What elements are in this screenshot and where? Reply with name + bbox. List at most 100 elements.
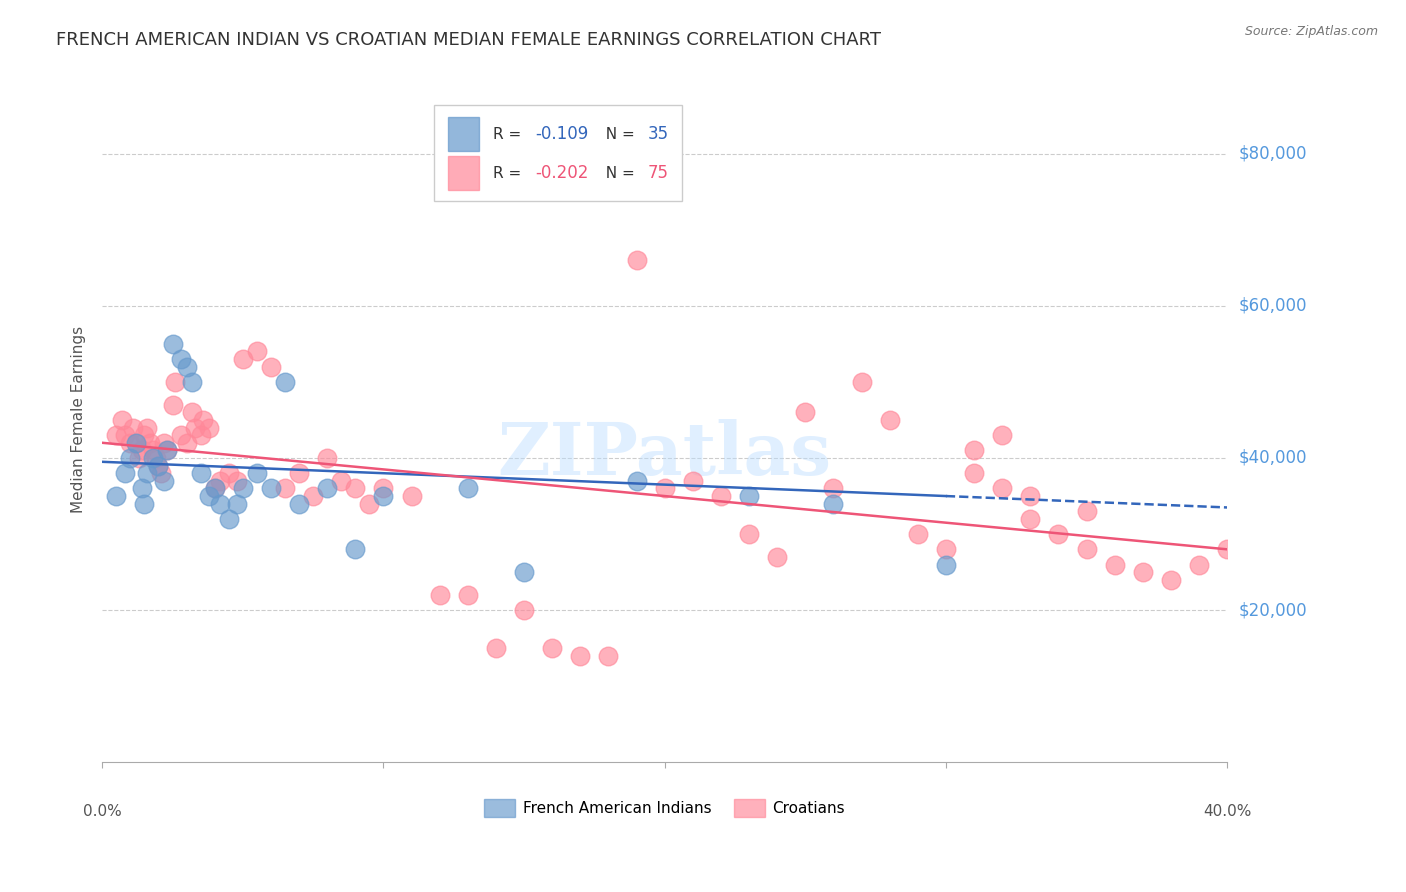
Point — [626, 474, 648, 488]
Point — [1160, 573, 1182, 587]
Point — [246, 467, 269, 481]
Point — [232, 482, 254, 496]
Point — [181, 375, 204, 389]
Legend: French American Indians, Croatians: French American Indians, Croatians — [478, 792, 851, 823]
Point — [260, 359, 283, 374]
Point — [274, 482, 297, 496]
Point — [457, 482, 479, 496]
Point — [181, 405, 204, 419]
Text: -0.109: -0.109 — [536, 125, 589, 144]
Point — [457, 588, 479, 602]
Point — [226, 497, 249, 511]
Point — [176, 359, 198, 374]
Point — [344, 542, 367, 557]
Point — [288, 467, 311, 481]
Point — [288, 497, 311, 511]
Point — [142, 450, 165, 465]
Point — [626, 253, 648, 268]
Point — [190, 467, 212, 481]
Point — [170, 352, 193, 367]
Point — [1076, 542, 1098, 557]
Point — [120, 450, 142, 465]
Point — [907, 527, 929, 541]
Point — [218, 467, 240, 481]
Point — [209, 474, 232, 488]
Text: 0.0%: 0.0% — [83, 804, 121, 819]
Point — [1047, 527, 1070, 541]
Text: N =: N = — [596, 166, 640, 181]
Text: 35: 35 — [648, 125, 669, 144]
Point — [1076, 504, 1098, 518]
Point — [198, 420, 221, 434]
Bar — [447, 117, 479, 152]
Point — [274, 375, 297, 389]
Point — [148, 458, 170, 473]
Point — [851, 375, 873, 389]
Point — [122, 420, 145, 434]
Text: 40.0%: 40.0% — [1204, 804, 1251, 819]
Point — [156, 443, 179, 458]
Point — [302, 489, 325, 503]
Point — [145, 450, 167, 465]
Point — [260, 482, 283, 496]
Text: ZIPatlas: ZIPatlas — [498, 418, 832, 490]
Point — [1216, 542, 1239, 557]
Point — [111, 413, 134, 427]
Y-axis label: Median Female Earnings: Median Female Earnings — [72, 326, 86, 514]
Point — [513, 565, 536, 579]
Point — [935, 558, 957, 572]
Point — [541, 641, 564, 656]
Point — [198, 489, 221, 503]
Text: $20,000: $20,000 — [1239, 601, 1308, 619]
Text: $60,000: $60,000 — [1239, 297, 1306, 315]
Point — [204, 482, 226, 496]
Point — [344, 482, 367, 496]
Point — [162, 398, 184, 412]
Point — [823, 482, 845, 496]
Point — [136, 467, 159, 481]
Text: Source: ZipAtlas.com: Source: ZipAtlas.com — [1244, 25, 1378, 38]
Point — [184, 420, 207, 434]
Point — [139, 435, 162, 450]
Point — [131, 482, 153, 496]
Point — [131, 443, 153, 458]
Point — [190, 428, 212, 442]
Point — [170, 428, 193, 442]
Text: R =: R = — [492, 166, 526, 181]
Point — [125, 435, 148, 450]
Point — [401, 489, 423, 503]
Text: N =: N = — [596, 127, 640, 142]
Point — [963, 467, 986, 481]
Point — [1019, 512, 1042, 526]
Point — [935, 542, 957, 557]
Point — [1019, 489, 1042, 503]
Point — [105, 428, 128, 442]
Point — [794, 405, 817, 419]
Point — [162, 336, 184, 351]
Point — [991, 482, 1014, 496]
Point — [153, 435, 176, 450]
Point — [204, 482, 226, 496]
Point — [963, 443, 986, 458]
Point — [142, 443, 165, 458]
Point — [373, 489, 395, 503]
Point — [209, 497, 232, 511]
Point — [134, 428, 156, 442]
Point — [1188, 558, 1211, 572]
Text: $40,000: $40,000 — [1239, 449, 1306, 467]
Point — [330, 474, 353, 488]
Point — [148, 458, 170, 473]
Point — [429, 588, 451, 602]
Point — [738, 489, 761, 503]
Point — [823, 497, 845, 511]
Point — [156, 443, 179, 458]
Point — [598, 648, 620, 663]
Point — [193, 413, 215, 427]
Point — [569, 648, 592, 663]
Point — [226, 474, 249, 488]
Point — [218, 512, 240, 526]
Point — [316, 450, 339, 465]
Point — [153, 474, 176, 488]
Point — [738, 527, 761, 541]
Point — [120, 435, 142, 450]
